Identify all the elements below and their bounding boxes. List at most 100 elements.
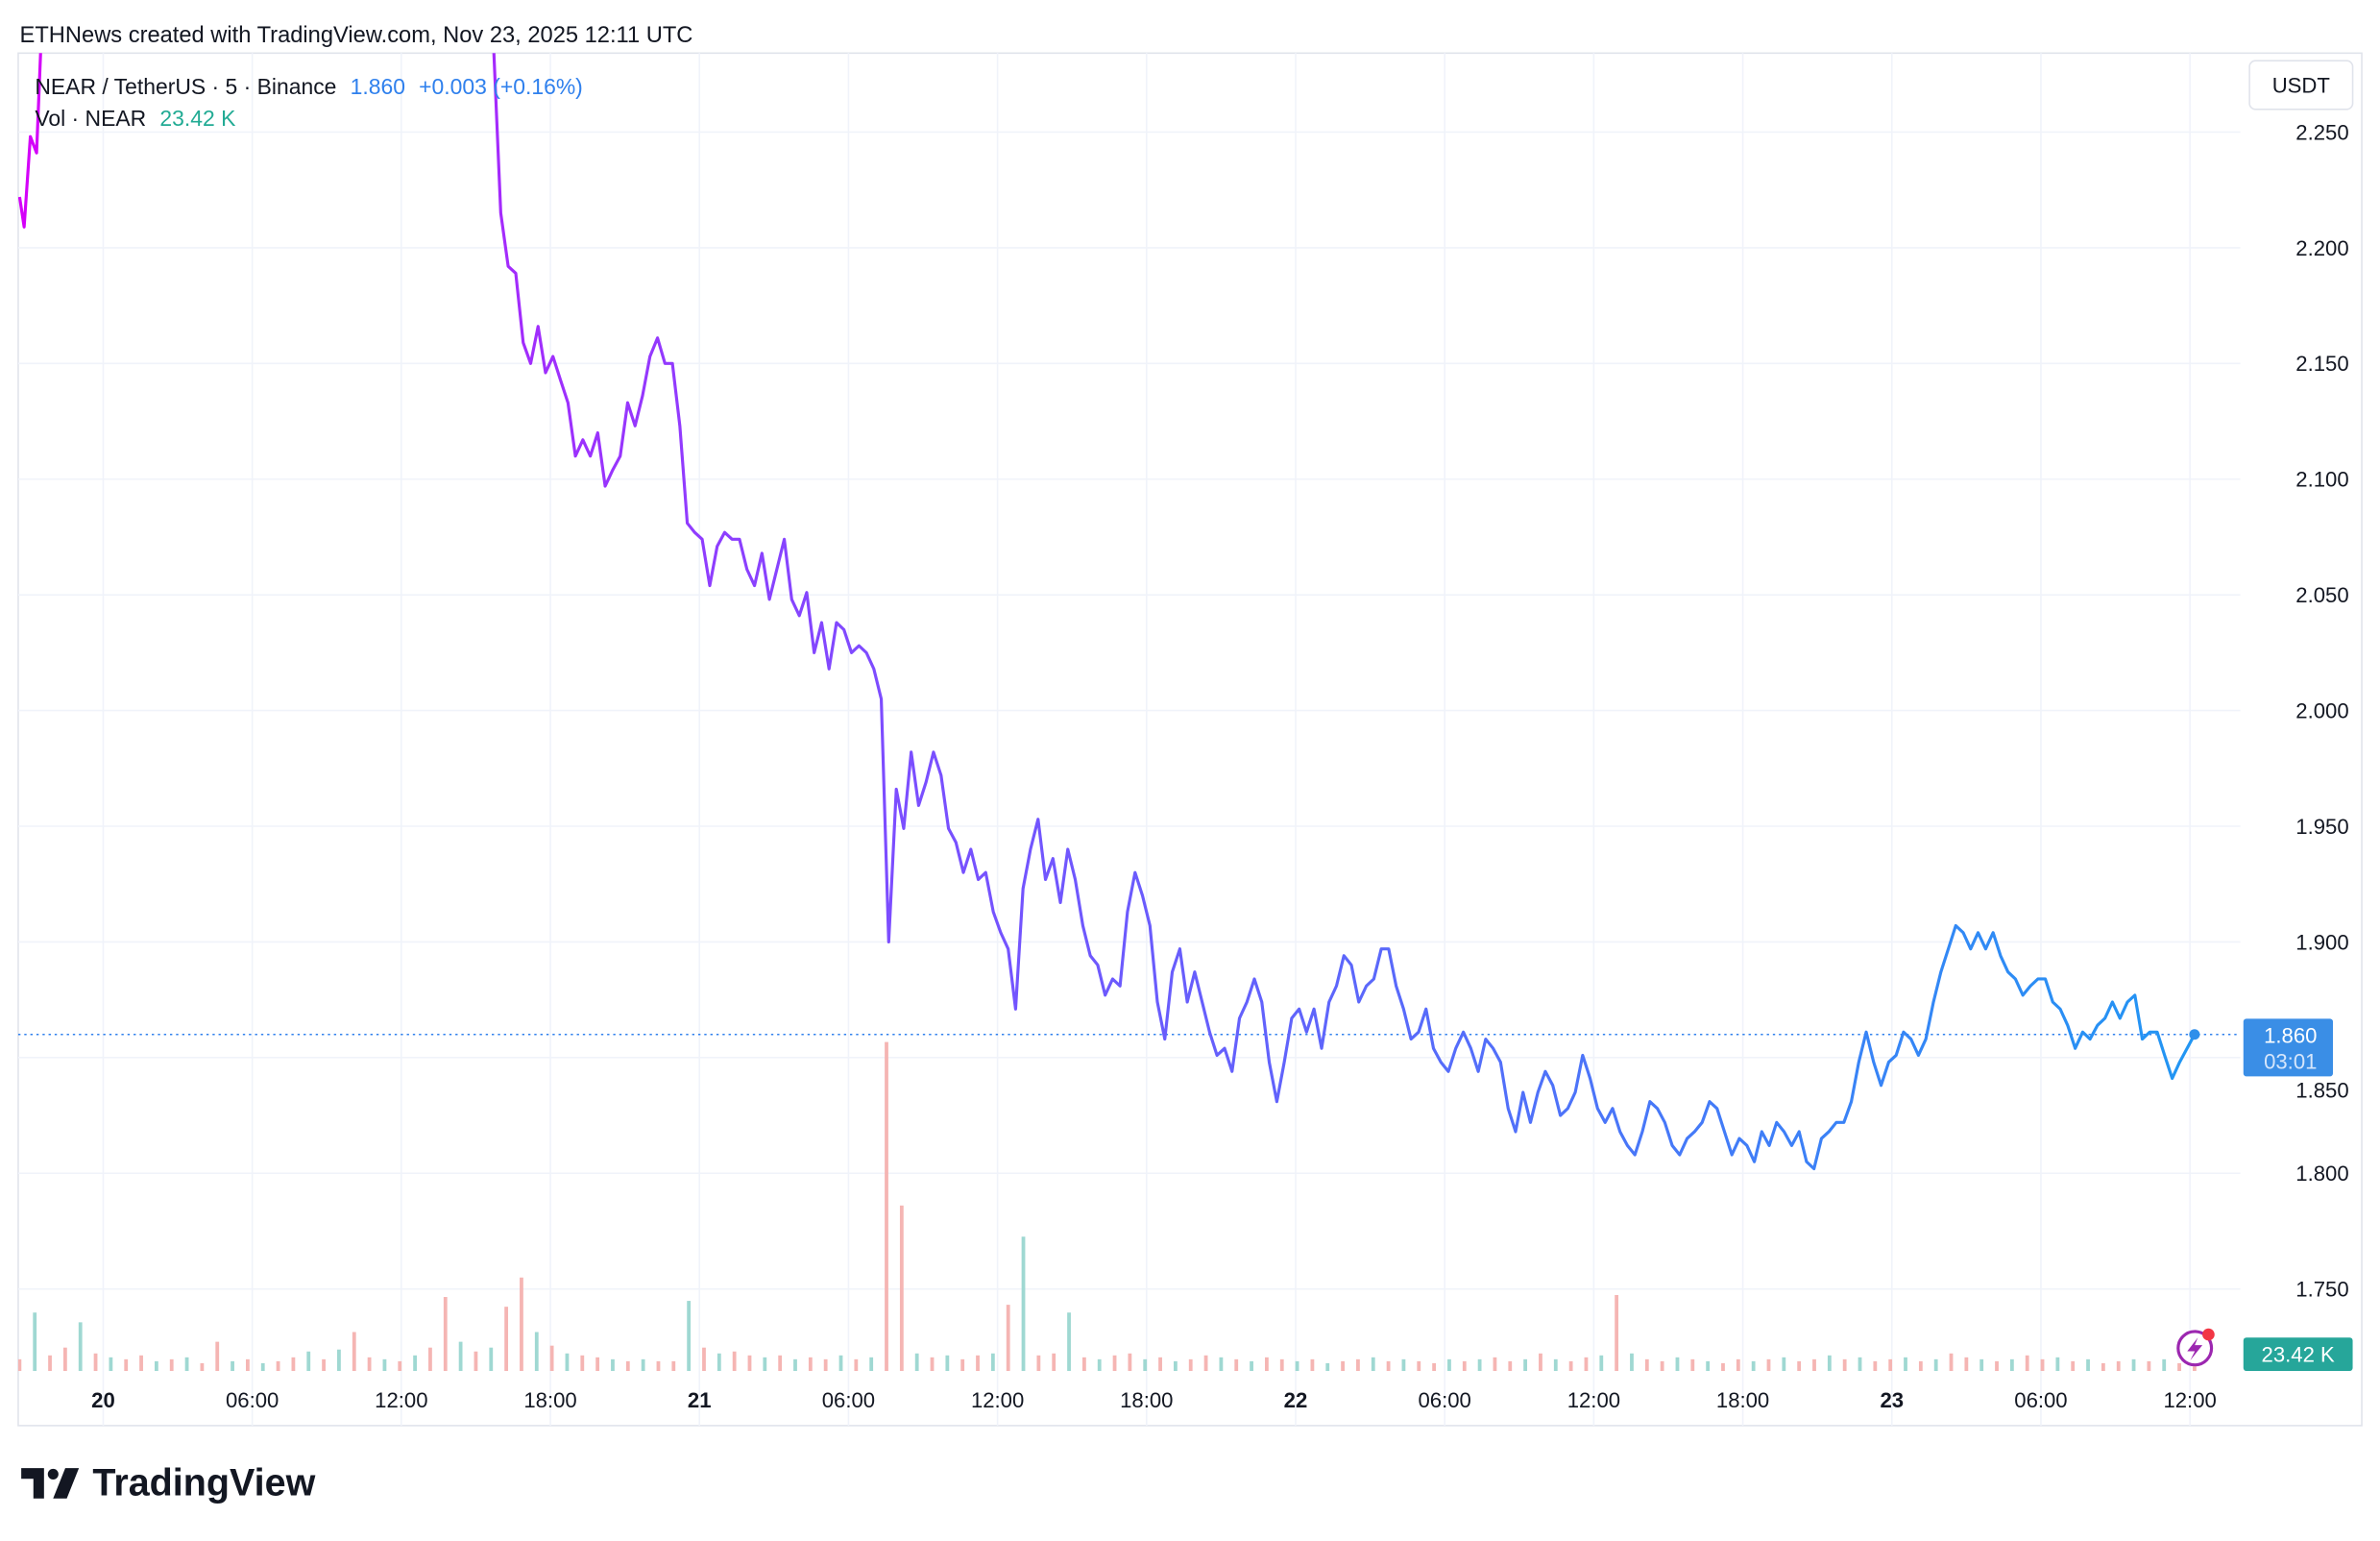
time-axis[interactable]: 20 06:00 12:00 18:00 21 06:00 12:00 18:00 22 06:0… bbox=[91, 1388, 2217, 1412]
volume-bar bbox=[1234, 1358, 1239, 1372]
volume-bar bbox=[109, 1357, 113, 1372]
volume-bar bbox=[625, 1360, 630, 1372]
volume-bar bbox=[611, 1358, 615, 1372]
volume-bar bbox=[1006, 1305, 1010, 1372]
volume-bar bbox=[1979, 1358, 1984, 1372]
volume-bar bbox=[1553, 1358, 1558, 1372]
volume-tag-value: 23.42 K bbox=[2262, 1343, 2335, 1367]
x-tick-label: 06:00 bbox=[822, 1388, 875, 1412]
volume-bar bbox=[2162, 1358, 2167, 1372]
chart-frame bbox=[17, 52, 2363, 1427]
x-tick-label: 18:00 bbox=[523, 1388, 576, 1412]
x-tick-label: 18:00 bbox=[1716, 1388, 1769, 1412]
volume-bar bbox=[382, 1358, 387, 1372]
volume-bar bbox=[1964, 1357, 1969, 1372]
y-tick-label: 1.850 bbox=[2295, 1079, 2348, 1103]
volume-bar bbox=[322, 1358, 326, 1372]
legend-last-price: 1.860 bbox=[351, 74, 405, 99]
volume-bar bbox=[838, 1355, 843, 1372]
volume-bar bbox=[154, 1360, 158, 1372]
volume-bar bbox=[93, 1353, 98, 1372]
x-tick-label: 06:00 bbox=[2014, 1388, 2067, 1412]
volume-bar bbox=[215, 1341, 220, 1372]
volume-bar bbox=[1341, 1360, 1345, 1372]
volume-bar bbox=[2055, 1357, 2060, 1372]
volume-bar bbox=[1797, 1360, 1802, 1372]
volume-pane bbox=[17, 1041, 2197, 1372]
volume-bar bbox=[945, 1355, 950, 1372]
volume-bar bbox=[1081, 1357, 1086, 1372]
x-tick-label: 12:00 bbox=[2163, 1388, 2216, 1412]
volume-bar bbox=[1599, 1355, 1604, 1372]
volume-bar bbox=[276, 1360, 280, 1372]
legend-symbol[interactable]: NEAR / TetherUS · 5 · Binance bbox=[35, 74, 336, 99]
legend-volume-label[interactable]: Vol · NEAR bbox=[35, 106, 146, 131]
volume-bar bbox=[823, 1358, 828, 1372]
volume-bar bbox=[2177, 1362, 2181, 1372]
volume-bar bbox=[1644, 1358, 1649, 1372]
volume-bar bbox=[1933, 1358, 1938, 1372]
volume-bar bbox=[1356, 1358, 1360, 1372]
volume-bar bbox=[1295, 1360, 1299, 1372]
currency-label: USDT bbox=[2272, 73, 2330, 97]
volume-bar bbox=[1751, 1360, 1756, 1372]
y-tick-label: 1.950 bbox=[2295, 815, 2348, 839]
volume-bar bbox=[2147, 1360, 2151, 1372]
volume-bar bbox=[1949, 1353, 1954, 1372]
volume-bar bbox=[124, 1358, 129, 1372]
volume-bar bbox=[428, 1347, 432, 1372]
volume-bar bbox=[1173, 1360, 1178, 1372]
volume-bar bbox=[1036, 1355, 1041, 1372]
volume-bar bbox=[1052, 1353, 1056, 1372]
x-tick-label: 21 bbox=[688, 1388, 712, 1412]
volume-bar bbox=[1630, 1353, 1634, 1372]
x-tick-label: 06:00 bbox=[1419, 1388, 1471, 1412]
volume-bar bbox=[78, 1322, 83, 1372]
volume-bar bbox=[747, 1355, 752, 1372]
volume-bar bbox=[169, 1358, 174, 1372]
volume-bar bbox=[1265, 1357, 1269, 1372]
volume-bar bbox=[1568, 1360, 1573, 1372]
volume-bar bbox=[231, 1360, 234, 1372]
volume-bar bbox=[778, 1355, 783, 1372]
volume-bar bbox=[33, 1312, 37, 1372]
volume-bar bbox=[1918, 1360, 1923, 1372]
volume-bar bbox=[48, 1355, 52, 1372]
x-tick-label: 12:00 bbox=[1567, 1388, 1620, 1412]
volume-bar bbox=[1021, 1236, 1026, 1372]
volume-bar bbox=[1279, 1358, 1284, 1372]
price-axis[interactable]: 2.250 2.200 2.150 2.100 2.050 2.000 1.950 1.900… bbox=[2295, 120, 2348, 1301]
volume-bar bbox=[413, 1355, 417, 1372]
y-tick-label: 1.750 bbox=[2295, 1278, 2348, 1302]
volume-bar bbox=[549, 1345, 554, 1372]
currency-button[interactable]: USDT bbox=[2248, 60, 2354, 110]
volume-bar bbox=[687, 1301, 692, 1372]
lightning-circle-icon[interactable] bbox=[2176, 1328, 2215, 1367]
volume-bar bbox=[62, 1347, 67, 1372]
volume-bar bbox=[2131, 1358, 2136, 1372]
volume-bar bbox=[732, 1351, 737, 1372]
volume-bar bbox=[1873, 1360, 1878, 1372]
y-tick-label: 2.050 bbox=[2295, 583, 2348, 607]
volume-bar bbox=[2086, 1358, 2090, 1372]
volume-bar bbox=[17, 1358, 22, 1372]
volume-bar bbox=[1888, 1358, 1893, 1372]
volume-bar bbox=[1842, 1358, 1847, 1372]
volume-bar bbox=[1219, 1357, 1224, 1372]
volume-bar bbox=[291, 1357, 296, 1372]
volume-bar bbox=[1766, 1358, 1771, 1372]
tradingview-logo[interactable]: TradingView bbox=[21, 1462, 316, 1504]
y-tick-label: 1.900 bbox=[2295, 930, 2348, 954]
volume-bar bbox=[458, 1341, 463, 1372]
volume-bar bbox=[2009, 1358, 2014, 1372]
volume-bar bbox=[2040, 1358, 2045, 1372]
volume-bar bbox=[1067, 1312, 1071, 1372]
volume-bar bbox=[1706, 1360, 1711, 1372]
volume-bar bbox=[716, 1353, 721, 1372]
tradingview-logo-icon bbox=[21, 1468, 80, 1499]
volume-bar bbox=[914, 1353, 919, 1372]
volume-bar bbox=[520, 1277, 523, 1372]
y-tick-label: 2.250 bbox=[2295, 120, 2348, 144]
last-price-tag-price: 1.860 bbox=[2264, 1024, 2317, 1048]
